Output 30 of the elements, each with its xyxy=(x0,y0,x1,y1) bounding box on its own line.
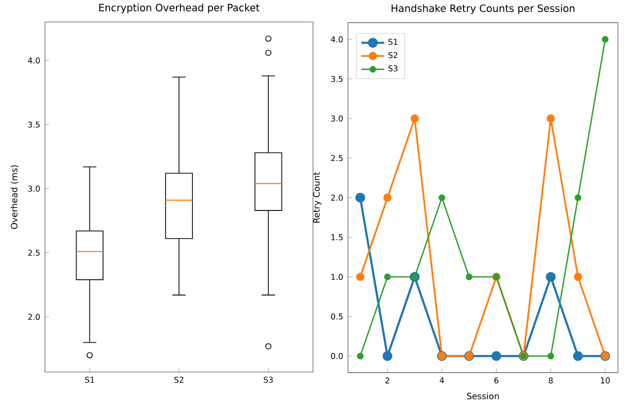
x-tick-label: S1 xyxy=(85,376,94,383)
y-tick-label: 2.5 xyxy=(331,155,343,162)
x-tick-label: 4 xyxy=(440,377,444,384)
y-tick-label: 3.5 xyxy=(28,122,40,128)
y-tick-label: 2.5 xyxy=(28,250,40,256)
chart-title: Encryption Overhead per Packet xyxy=(99,4,260,14)
y-tick-label: 0.5 xyxy=(331,313,343,320)
y-tick-label: 0.0 xyxy=(331,353,343,360)
x-tick-label: S3 xyxy=(264,376,273,383)
legend-label: S2 xyxy=(388,52,398,58)
legend-label: S3 xyxy=(388,65,398,72)
y-tick-label: 1.5 xyxy=(331,234,343,240)
x-tick-label: S2 xyxy=(174,376,184,383)
y-tick-label: 4.0 xyxy=(28,57,40,64)
y-tick-label: 3.0 xyxy=(331,115,343,122)
y-tick-label: 3.0 xyxy=(28,186,40,192)
y-tick-label: 1.0 xyxy=(331,274,343,280)
x-tick-label: 10 xyxy=(600,377,610,384)
legend-label: S1 xyxy=(388,38,398,45)
y-tick-label: 2.0 xyxy=(28,314,40,320)
chart-title: Handshake Retry Counts per Session xyxy=(392,4,574,14)
y-tick-label: 2.0 xyxy=(331,194,343,201)
y-tick-label: 3.5 xyxy=(331,76,343,82)
y-axis-title: Overhead (ms) xyxy=(10,165,18,229)
x-axis-title: Session xyxy=(467,392,499,400)
y-tick-label: 4.0 xyxy=(330,36,343,42)
x-tick-label: 8 xyxy=(548,377,553,384)
y-axis-title: Retry Count xyxy=(313,172,322,223)
x-tick-label: 6 xyxy=(494,377,498,384)
x-tick-label: 2 xyxy=(386,377,390,384)
